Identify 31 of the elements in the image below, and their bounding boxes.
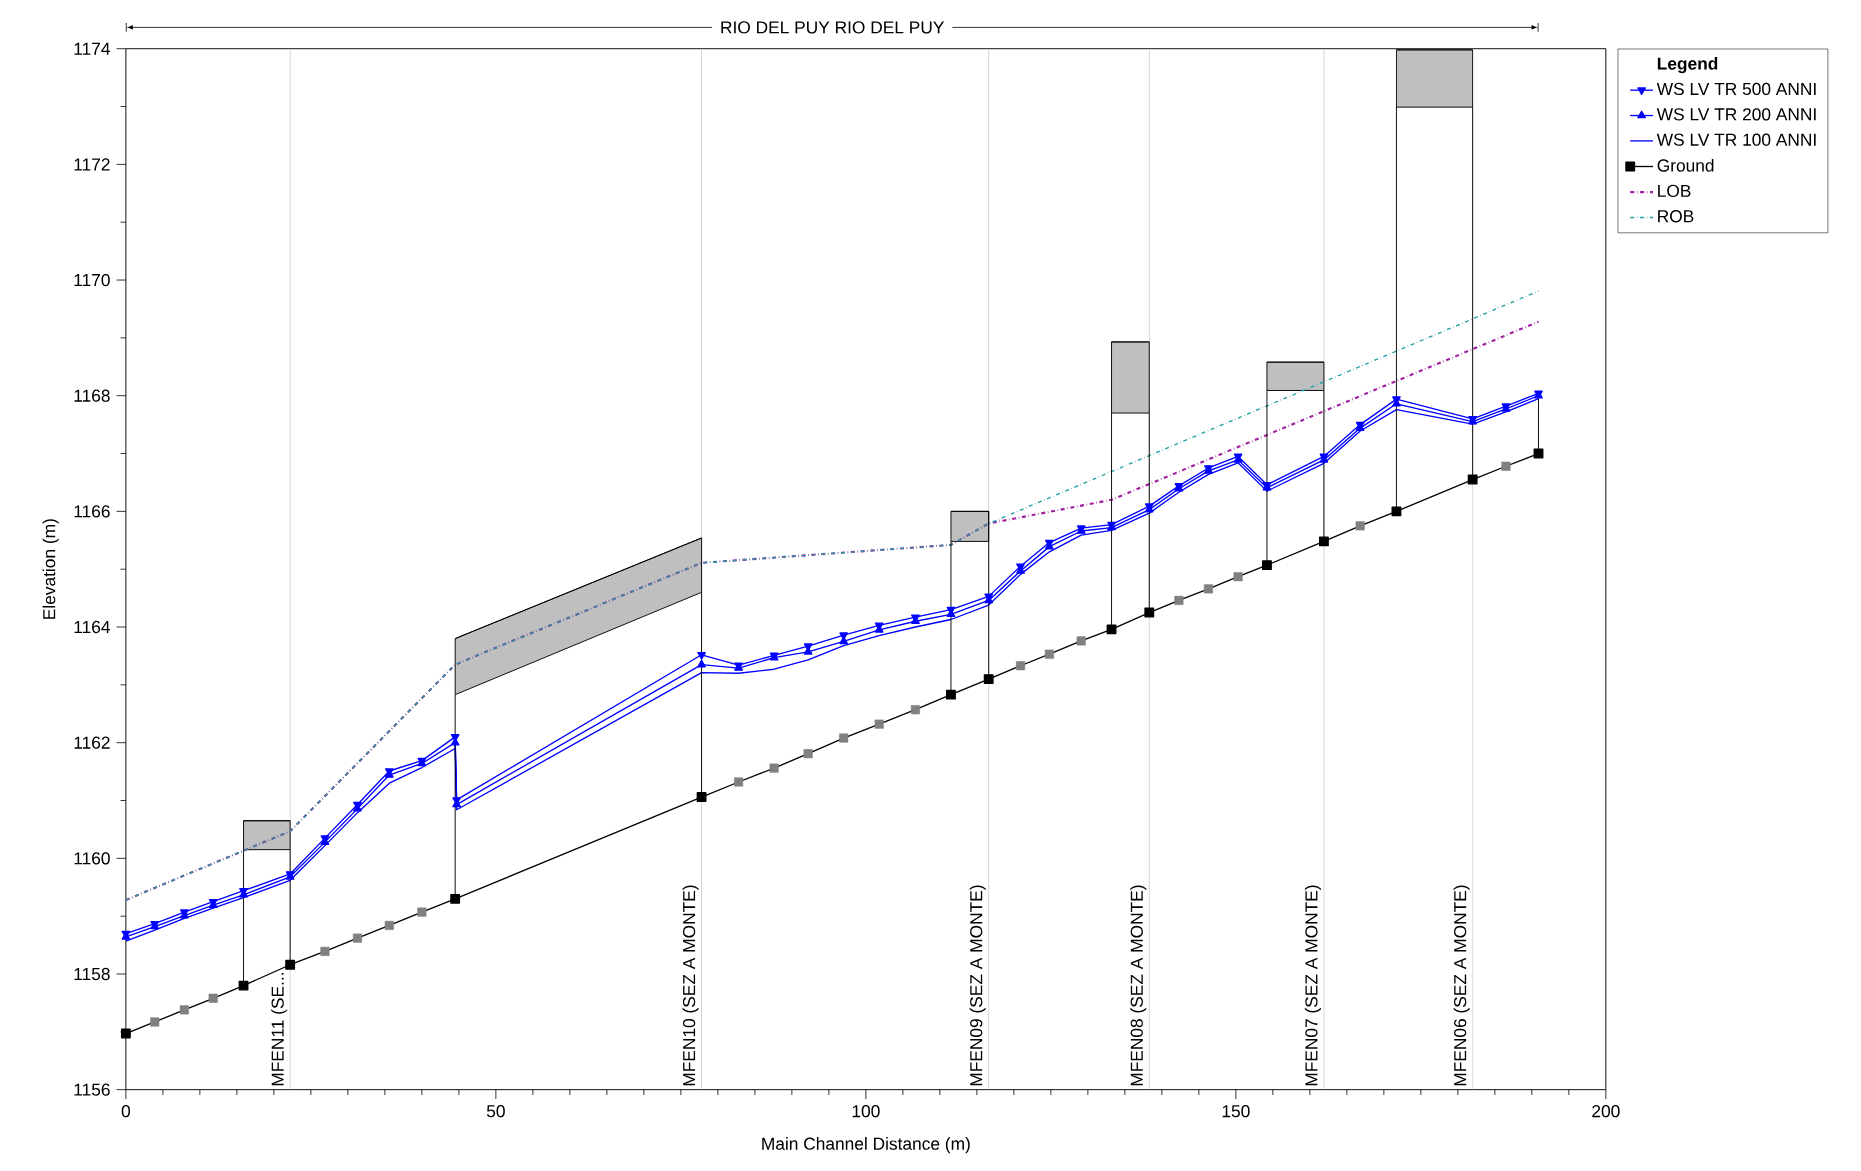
ref-line-label: MFEN06 (SEZ A MONTE)	[1453, 885, 1470, 1086]
legend-label: Ground	[1657, 158, 1714, 172]
y-tick-label: 1162	[74, 736, 110, 749]
legend-label: ROB	[1658, 210, 1694, 223]
legend-label: LOB	[1658, 184, 1691, 198]
legend-label: WS LV TR 500 ANNI	[1656, 82, 1816, 96]
y-tick-label: 1166	[74, 505, 110, 518]
ref-line-label: MFEN09 (SEZ A MONTE)	[969, 885, 986, 1086]
ref-line-label: MFEN08 (SEZ A MONTE)	[1130, 885, 1147, 1086]
x-tick-label: 0	[121, 1105, 131, 1118]
y-axis-title: Elevation (m)	[42, 519, 59, 619]
y-tick-label: 1156	[74, 1083, 110, 1096]
x-tick-label: 100	[852, 1105, 880, 1118]
ref-line-label: MFEN07 (SEZ A MONTE)	[1304, 885, 1321, 1086]
legend-label: WS LV TR 200 ANNI	[1656, 108, 1816, 121]
y-tick-label: 1168	[74, 389, 110, 402]
x-tick-label: 150	[1222, 1105, 1250, 1118]
x-axis-title: Main Channel Distance (m)	[762, 1137, 970, 1154]
y-tick-label: 1160	[74, 852, 110, 865]
chart-title: RIO DEL PUY RIO DEL PUY	[721, 21, 945, 34]
y-tick-label: 1174	[74, 42, 110, 55]
y-tick-label: 1170	[74, 273, 110, 287]
legend-label: WS LV TR 100 ANNI	[1656, 133, 1816, 146]
y-tick-label: 1158	[74, 967, 110, 981]
ref-line-label: MFEN10 (SEZ A MONTE)	[682, 885, 699, 1086]
x-tick-label: 200	[1592, 1105, 1620, 1118]
y-tick-label: 1164	[74, 620, 110, 634]
ref-line-label: MFEN11 (SE...	[271, 973, 288, 1086]
legend-title: Legend	[1657, 56, 1718, 74]
y-tick-label: 1172	[74, 158, 110, 171]
x-tick-label: 50	[486, 1105, 505, 1118]
